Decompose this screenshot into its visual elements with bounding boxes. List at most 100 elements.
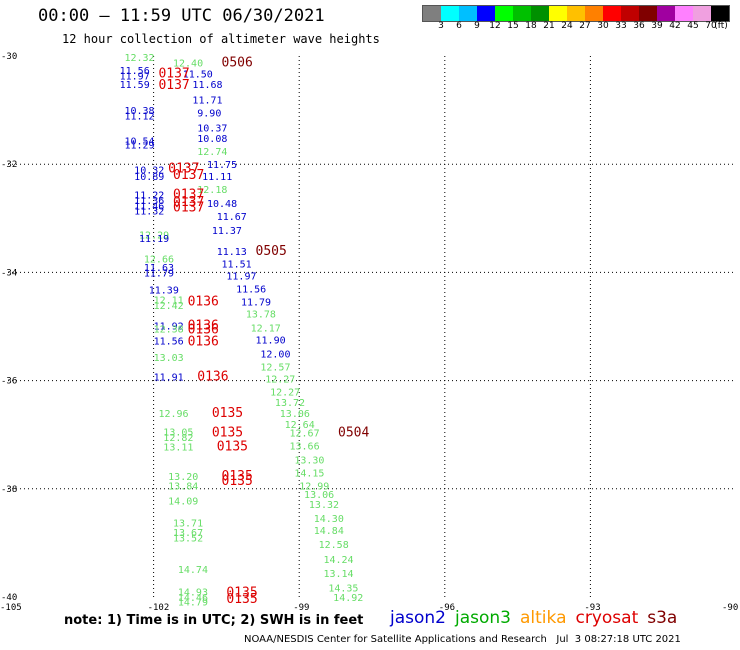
wave-height-label: 12.66: [144, 254, 174, 265]
satellite-legend-jason3: jason3: [455, 608, 511, 628]
wave-height-label: 14.79: [178, 597, 208, 608]
wave-height-label: 10.89: [134, 172, 164, 183]
satellite-legend-s3a: s3a: [647, 608, 678, 628]
color-scale-label: 33: [615, 21, 627, 31]
wave-height-label: 13.03: [154, 353, 184, 364]
wave-height-label: 11.79: [241, 298, 271, 309]
wave-height-label: 12.29: [139, 231, 169, 242]
wave-height-label: 13.20: [168, 472, 198, 483]
color-swatch: [459, 6, 477, 21]
wave-height-label: 13.71: [173, 518, 203, 529]
color-scale-label: 9: [474, 21, 480, 31]
wave-height-label: 9.90: [197, 108, 221, 119]
color-scale-labels: 3 6 9 12 15 18 21 24 27 30 33 36 39 42 45 70 (ft): [422, 21, 740, 33]
pass-number-label: 0135: [226, 586, 257, 601]
color-scale-label: 39: [651, 21, 663, 31]
pass-number-label: 0137: [173, 168, 204, 183]
wave-height-label: 13.78: [246, 310, 276, 321]
wave-height-label: 12.99: [299, 482, 329, 493]
wave-height-label: 11.71: [192, 95, 222, 106]
wave-height-label: 13.67: [173, 528, 203, 539]
chart-subtitle: 12 hour collection of altimeter wave hei…: [62, 32, 380, 46]
wave-height-label: 12.74: [197, 147, 227, 158]
wave-height-label: 13.05: [163, 427, 193, 438]
pass-number-label: 0135: [217, 440, 248, 455]
wave-height-label: 11.97: [120, 71, 150, 82]
wave-height-label: 13.14: [323, 569, 353, 580]
color-swatch: [549, 6, 567, 21]
wave-height-label: 11.11: [202, 172, 232, 183]
y-tick-label: -38: [1, 485, 17, 495]
color-swatch: [621, 6, 639, 21]
footnote: note: 1) Time is in UTC; 2) SWH is in fe…: [64, 613, 364, 628]
y-tick-label: -36: [1, 377, 17, 387]
wave-height-label: 11.59: [120, 80, 150, 91]
satellite-legend: jason2 jason3 altika cryosat s3a: [390, 608, 686, 628]
wave-height-label: 14.84: [314, 526, 344, 537]
pass-number-label: 0137: [173, 195, 204, 210]
wave-height-label: 11.56: [120, 66, 150, 77]
wave-height-label: 13.66: [289, 442, 319, 453]
wave-height-label: 10.48: [207, 199, 237, 210]
wave-height-label: 11.75: [207, 160, 237, 171]
x-tick-label: -96: [439, 603, 455, 613]
satellite-legend-cryosat: cryosat: [575, 608, 639, 628]
pass-number-label: 0137: [168, 162, 199, 177]
color-swatch: [693, 6, 711, 21]
x-tick-label: -105: [0, 603, 22, 613]
color-scale-label: 45: [687, 21, 699, 31]
wave-height-label: 14.15: [294, 469, 324, 480]
wave-height-label: 13.06: [304, 490, 334, 501]
color-scale-label: 18: [525, 21, 537, 31]
wave-height-label: 11.79: [144, 268, 174, 279]
color-swatch: [477, 6, 495, 21]
wave-height-label: 11.91: [154, 372, 184, 383]
x-tick-label: -90: [722, 603, 738, 613]
y-tick-label: -30: [1, 52, 17, 62]
pass-number-label: 0137: [173, 187, 204, 202]
x-tick-label: -99: [293, 603, 309, 613]
wave-height-label: 13.52: [173, 533, 203, 544]
wave-height-label: 13.72: [275, 398, 305, 409]
wave-height-label: 13.06: [280, 409, 310, 420]
wave-height-label: 11.36: [134, 196, 164, 207]
wave-height-label: 14.30: [314, 514, 344, 525]
pass-number-label: 0506: [222, 55, 253, 70]
wave-height-label: 11.39: [149, 286, 179, 297]
color-swatch: [711, 6, 729, 21]
wave-height-label: 12.18: [197, 185, 227, 196]
wave-height-label: 13.11: [163, 443, 193, 454]
wave-height-label: 14.24: [323, 555, 353, 566]
x-tick-label: -93: [584, 603, 600, 613]
wave-height-label: 11.92: [154, 321, 184, 332]
grid-lines: [8, 56, 736, 597]
color-scale-label: 12: [489, 21, 501, 31]
pass-number-label: 0136: [197, 369, 228, 384]
wave-height-label: 11.29: [124, 141, 154, 152]
wave-height-label: 14.92: [333, 593, 363, 604]
wave-height-label: 12.58: [319, 540, 349, 551]
pass-number-label: 0137: [158, 66, 189, 81]
wave-height-label: 11.19: [139, 234, 169, 245]
wave-height-label: 11.97: [226, 272, 256, 283]
wave-height-label: 13.30: [294, 456, 324, 467]
wave-height-label: 11.37: [212, 226, 242, 237]
color-scale-label: 70: [705, 21, 717, 31]
pass-number-label: 0135: [222, 469, 253, 484]
pass-number-label: 0136: [188, 335, 219, 350]
wave-height-label: 12.17: [251, 324, 281, 335]
color-scale-label: 36: [633, 21, 645, 31]
color-swatch: [495, 6, 513, 21]
color-scale-label: 24: [561, 21, 573, 31]
wave-height-label: 12.96: [158, 409, 188, 420]
source-credit: NOAA/NESDIS Center for Satellite Applica…: [244, 634, 681, 645]
wave-height-label: 11.67: [217, 212, 247, 223]
color-swatch: [585, 6, 603, 21]
wave-height-label: 12.27: [270, 387, 300, 398]
pass-number-label: 0136: [188, 295, 219, 310]
color-scale-label: 3: [438, 21, 444, 31]
wave-height-label: 12.00: [260, 350, 290, 361]
color-scale-bar: [422, 5, 730, 22]
wave-height-label: 12.64: [285, 420, 315, 431]
